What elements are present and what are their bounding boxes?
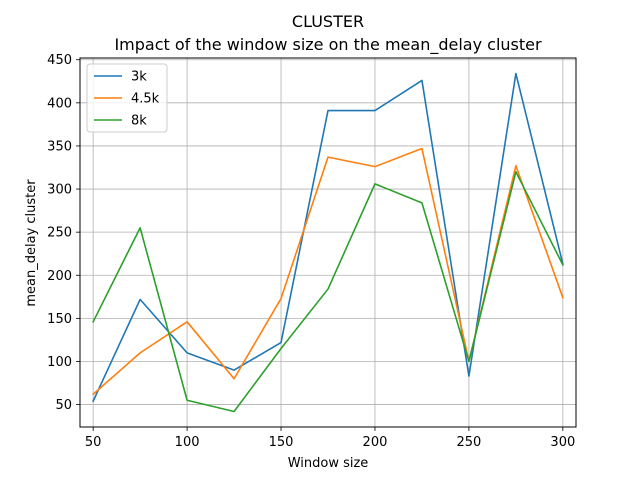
y-tick-label: 200 bbox=[47, 269, 72, 284]
grid bbox=[80, 58, 576, 427]
legend-label-4.5k: 4.5k bbox=[131, 92, 160, 107]
legend-label-8k: 8k bbox=[131, 114, 147, 129]
axis-ticks: 50 100 150 200 250 300 50 100 150 200 250 300 350 400… bbox=[47, 53, 575, 450]
y-tick-label: 150 bbox=[47, 312, 72, 327]
y-tick-label: 50 bbox=[55, 398, 72, 413]
y-tick-label: 450 bbox=[47, 53, 72, 68]
y-tick-label: 250 bbox=[47, 226, 72, 241]
series-line-8k bbox=[92, 171, 564, 413]
chart-title: Impact of the window size on the mean_de… bbox=[114, 35, 542, 55]
x-tick-label: 150 bbox=[269, 435, 294, 450]
x-axis-label: Window size bbox=[288, 456, 369, 471]
legend-frame bbox=[86, 63, 168, 133]
y-tick-label: 300 bbox=[47, 183, 72, 198]
x-tick-label: 300 bbox=[550, 435, 575, 450]
chart-suptitle: CLUSTER bbox=[292, 12, 364, 31]
plot-frame bbox=[79, 57, 577, 428]
x-tick-label: 250 bbox=[456, 435, 481, 450]
y-axis-label: mean_delay cluster bbox=[24, 179, 39, 307]
y-tick-label: 350 bbox=[47, 139, 72, 154]
x-tick-label: 100 bbox=[175, 435, 200, 450]
series-line-3k bbox=[92, 72, 564, 403]
x-tick-label: 50 bbox=[85, 435, 102, 450]
x-tick-label: 200 bbox=[363, 435, 388, 450]
y-tick-label: 400 bbox=[47, 96, 72, 111]
legend: 3k 4.5k 8k bbox=[86, 63, 168, 133]
y-tick-label: 100 bbox=[47, 355, 72, 370]
series-lines bbox=[92, 72, 564, 413]
legend-label-3k: 3k bbox=[131, 70, 147, 85]
